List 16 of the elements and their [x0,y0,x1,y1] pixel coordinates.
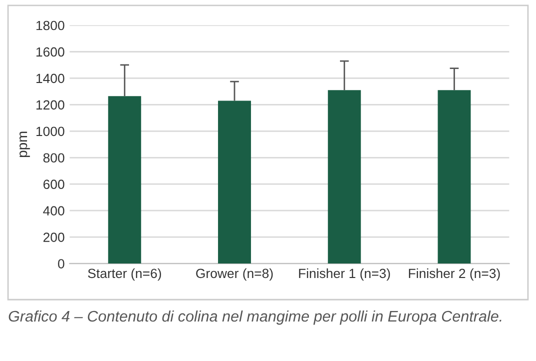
y-tick-label: 1800 [36,20,64,30]
y-tick-label: 1600 [36,47,64,57]
y-tick-label: 1200 [36,100,64,110]
y-tick-label: 1400 [36,74,64,84]
y-tick-label: 400 [43,206,64,216]
x-tick-label: Grower (n=8) [196,268,273,281]
y-tick-label: 800 [43,153,64,163]
y-tick-label: 0 [58,259,64,268]
x-tick-label: Finisher 1 (n=3) [299,268,390,281]
x-tick-label: Finisher 2 (n=3) [408,268,500,281]
text: Grafico 4 – Contenuto di colina nel mangime per polli in Europa Centrale. [8,310,502,325]
x-tick-label: Starter (n=6) [88,268,162,281]
y-axis-title: ppm [20,132,30,158]
y-tick-label: 1000 [36,126,64,136]
y-tick-label: 200 [43,232,64,242]
y-tick-label: 600 [43,180,64,190]
